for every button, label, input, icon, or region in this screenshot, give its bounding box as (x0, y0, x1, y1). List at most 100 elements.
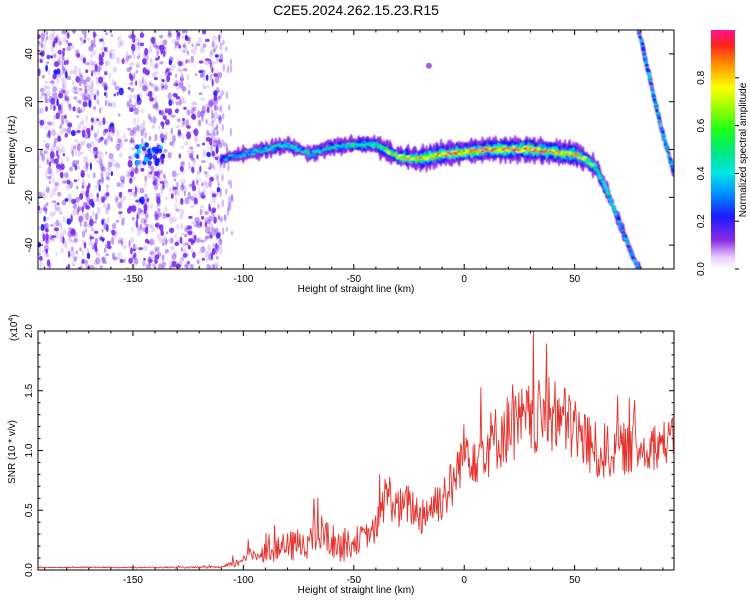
noise-speckle (51, 188, 56, 196)
noise-speckle (175, 125, 180, 129)
noise-speckle (105, 174, 109, 180)
noise-speckle (162, 85, 165, 89)
noise-speckle (66, 32, 70, 39)
noise-speckle (228, 195, 231, 206)
noise-speckle (60, 163, 65, 171)
noise-speckle (168, 55, 173, 62)
noise-speckle (198, 192, 202, 199)
noise-speckle (118, 152, 123, 158)
noise-speckle (60, 114, 65, 123)
noise-speckle (83, 165, 86, 170)
noise-speckle (147, 170, 151, 179)
noise-speckle (201, 195, 206, 199)
noise-speckle (180, 161, 185, 166)
noise-speckle (176, 32, 181, 37)
noise-speckle (49, 261, 52, 267)
ridge-cell (468, 148, 473, 151)
noise-speckle (181, 121, 185, 128)
noise-speckle (165, 239, 168, 246)
noise-speckle (213, 137, 218, 143)
noise-speckle (170, 64, 174, 72)
noise-speckle (118, 87, 124, 96)
noise-speckle (113, 93, 117, 97)
noise-speckle (179, 256, 185, 263)
noise-speckle (200, 97, 206, 101)
noise-speckle (229, 58, 233, 65)
noise-speckle (77, 150, 81, 157)
noise-speckle (217, 244, 222, 249)
x-tick-label: 0 (461, 575, 467, 586)
noise-speckle (180, 96, 184, 105)
noise-speckle (128, 94, 133, 101)
noise-speckle (180, 247, 184, 252)
ridge-cell (289, 144, 294, 147)
noise-speckle (73, 86, 78, 91)
y-tick-label: 0.5 (24, 503, 35, 517)
noise-speckle (142, 120, 147, 125)
noise-speckle (176, 42, 180, 48)
noise-speckle (115, 196, 118, 204)
noise-speckle (83, 241, 87, 249)
noise-speckle (138, 52, 141, 58)
noise-speckle (170, 127, 174, 135)
noise-speckle (61, 199, 67, 206)
noise-speckle (144, 47, 148, 56)
noise-speckle (162, 212, 166, 216)
noise-speckle (167, 32, 173, 39)
noise-speckle (41, 75, 46, 79)
noise-speckle (167, 108, 173, 116)
noise-speckle (111, 252, 116, 260)
noise-speckle (104, 128, 109, 133)
noise-speckle (55, 207, 59, 212)
noise-speckle (112, 101, 117, 109)
noise-speckle (129, 83, 134, 87)
noise-speckle (213, 104, 217, 112)
ridge-cell (366, 143, 371, 146)
noise-blob (152, 154, 157, 160)
noise-speckle (200, 205, 205, 209)
noise-speckle (199, 208, 203, 216)
noise-speckle (85, 76, 91, 83)
noise-speckle (73, 96, 78, 100)
noise-speckle (85, 69, 89, 73)
noise-speckle (71, 80, 75, 86)
noise-speckle (200, 246, 206, 253)
noise-speckle (155, 45, 158, 49)
noise-speckle (167, 92, 172, 100)
noise-speckle (214, 54, 219, 58)
noise-speckle (192, 179, 195, 187)
noise-blob (144, 142, 149, 148)
noise-speckle (208, 215, 213, 222)
noise-speckle (176, 189, 181, 197)
noise-speckle (101, 51, 105, 58)
ridge-cell (350, 145, 355, 148)
noise-speckle (215, 147, 218, 155)
noise-speckle (45, 252, 50, 258)
noise-speckle (39, 148, 43, 157)
noise-speckle (193, 224, 197, 228)
noise-speckle (203, 105, 206, 114)
ridge-cell (602, 183, 606, 186)
noise-speckle (209, 264, 212, 269)
noise-speckle (128, 99, 132, 104)
noise-speckle (61, 30, 65, 33)
noise-speckle (104, 224, 109, 230)
noise-speckle (185, 30, 188, 35)
noise-speckle (161, 254, 165, 261)
noise-speckle (178, 260, 183, 268)
noise-speckle (104, 32, 108, 36)
noise-speckle (76, 130, 81, 134)
noise-speckle (156, 233, 161, 240)
noise-speckle (130, 247, 133, 255)
noise-speckle (115, 161, 120, 170)
x-tick-label: -150 (123, 274, 143, 285)
noise-speckle (38, 107, 42, 115)
ridge-cell (333, 146, 338, 149)
noise-speckle (45, 238, 50, 245)
noise-speckle (175, 41, 179, 46)
noise-speckle (190, 147, 194, 155)
noise-speckle (182, 253, 188, 258)
noise-speckle (160, 230, 165, 236)
ridge-cell (254, 148, 259, 151)
snr-panel: -150 -100 -50 0 50 0.00.51.01.52.0 Height of… (7, 314, 675, 596)
